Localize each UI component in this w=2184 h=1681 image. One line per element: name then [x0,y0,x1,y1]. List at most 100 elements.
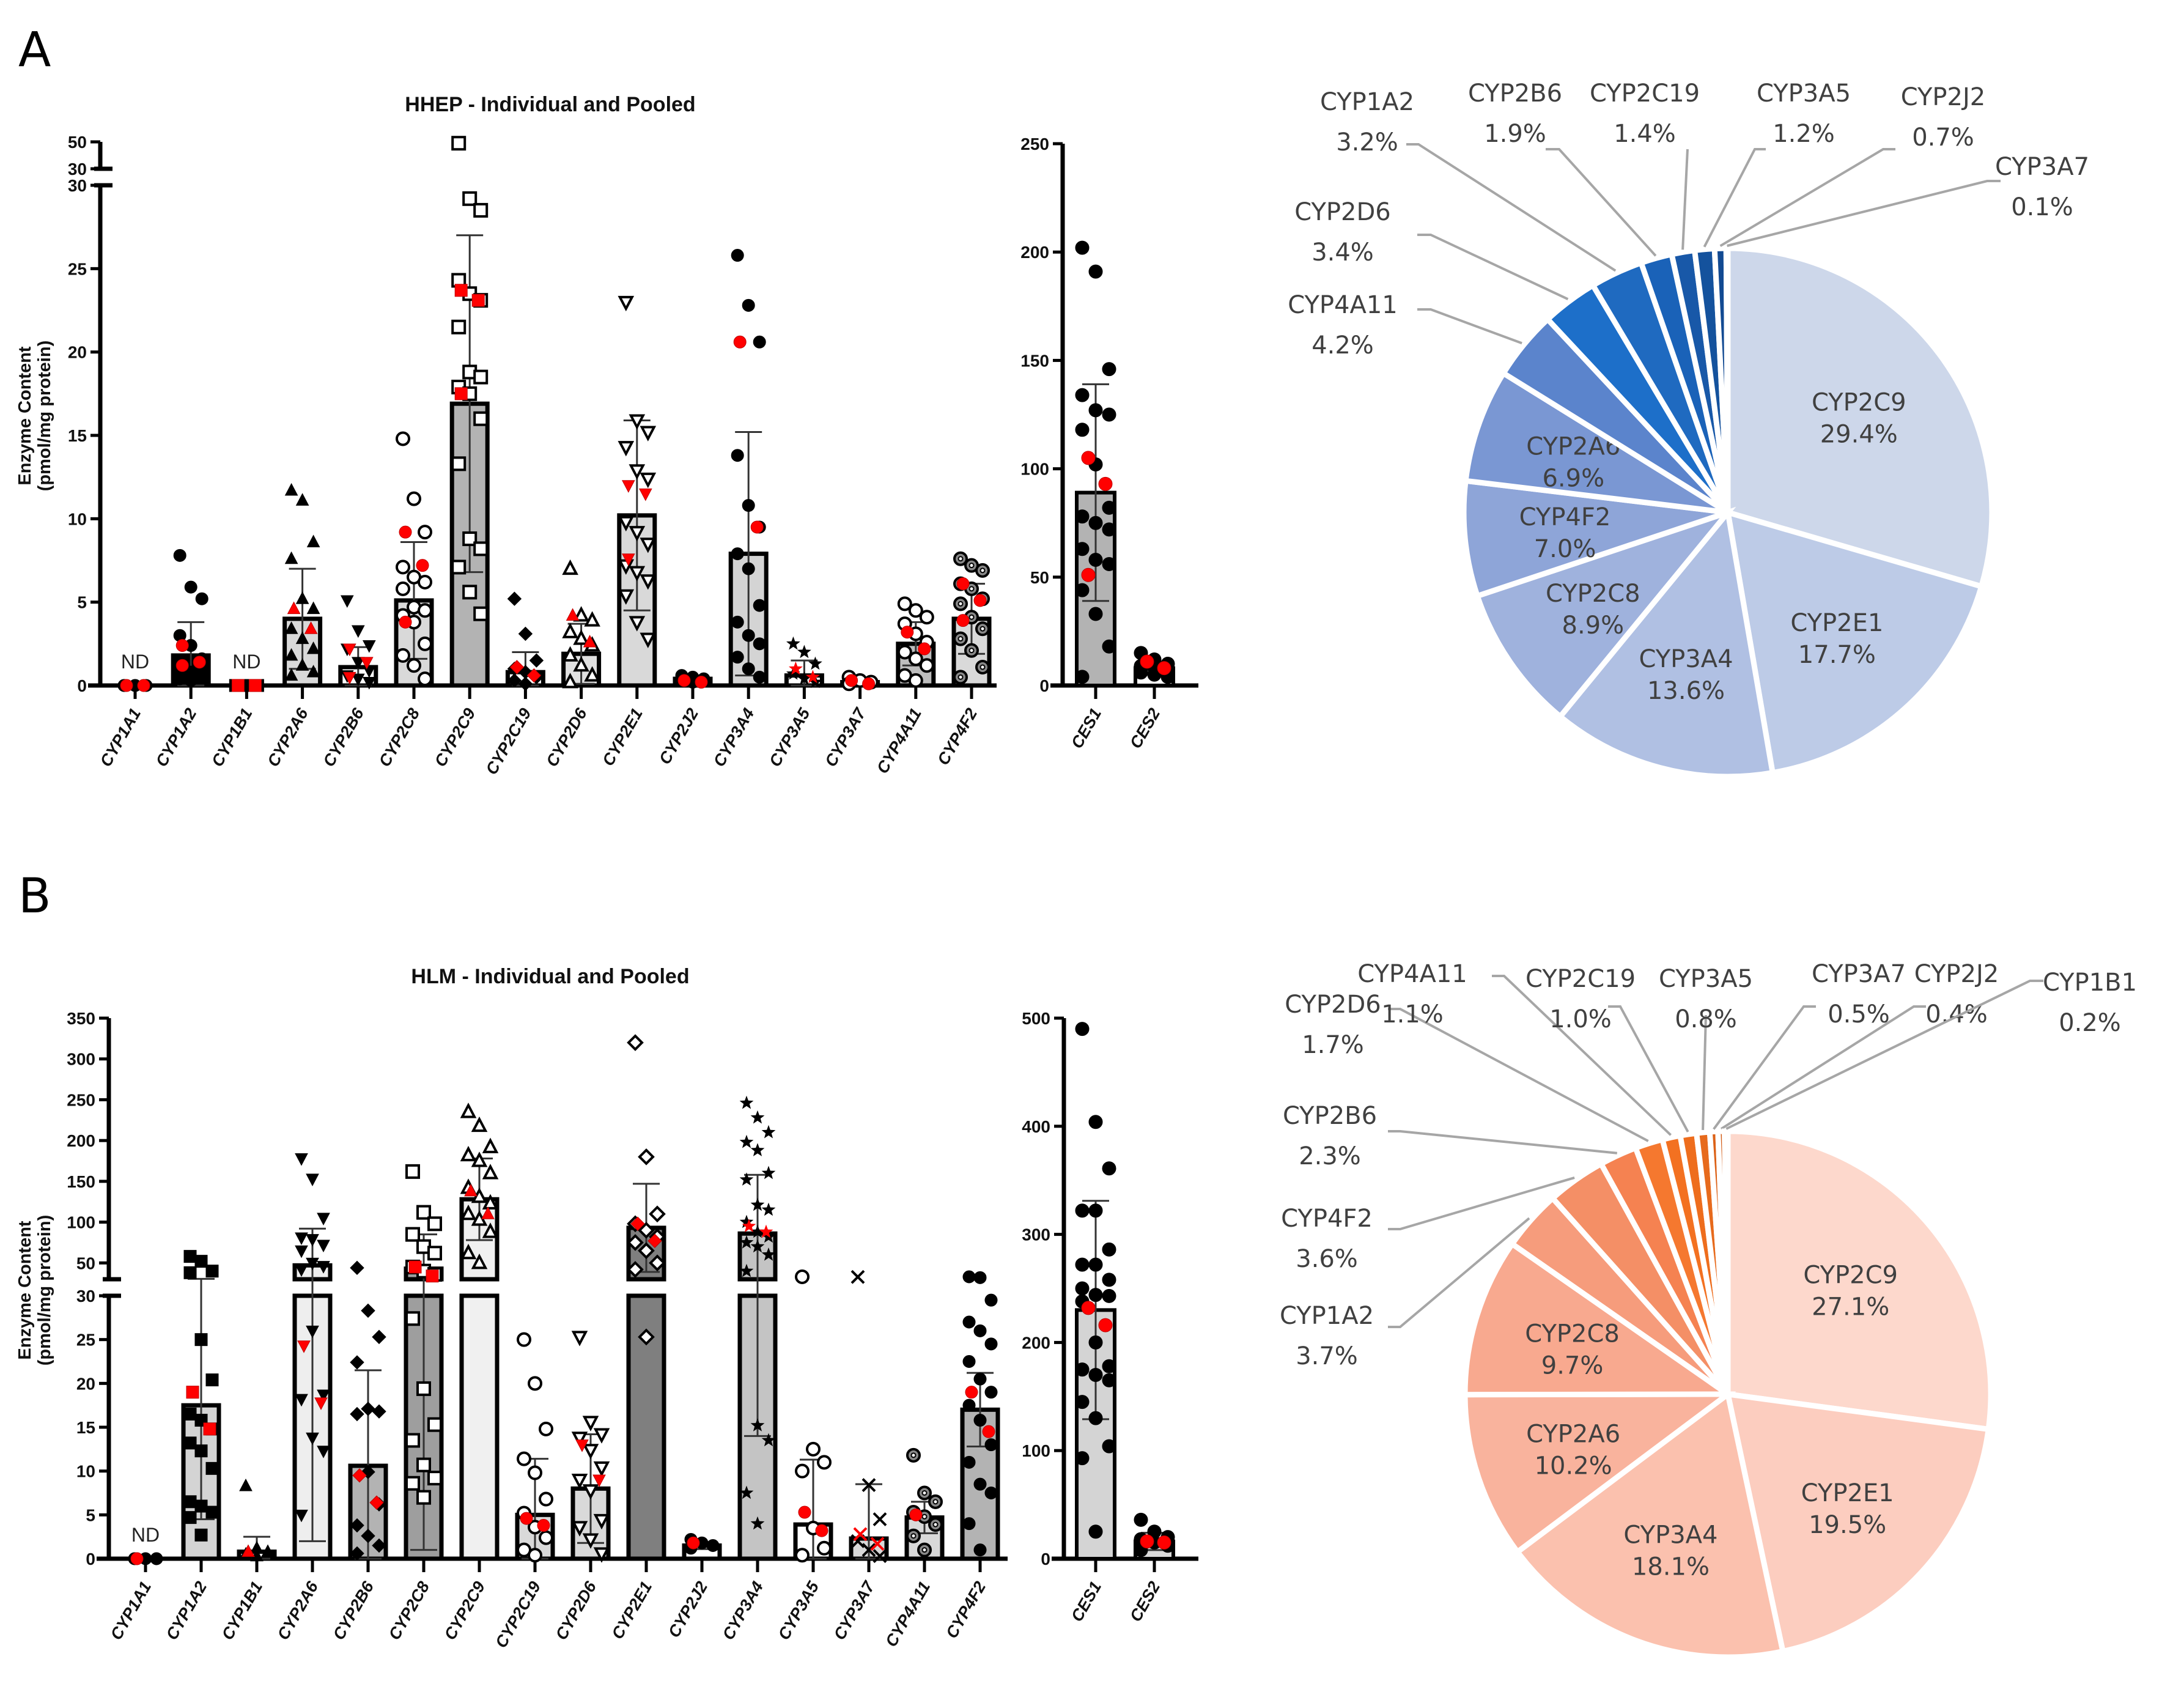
pooled-point-circle [520,1512,533,1525]
data-point-triangle-up [295,631,309,645]
data-point-circle [1088,1367,1103,1382]
data-point-square [194,1444,208,1458]
x-tick-label: CYP2C8 [385,1578,433,1643]
data-point-circle [396,560,410,575]
data-point-triangle-up [460,1204,477,1221]
y-tick-label: 100 [1020,460,1049,479]
pie-label-value: 0.8% [1675,1005,1737,1033]
pooled-point-square [454,284,468,297]
data-point-circle [1102,362,1116,377]
data-point-circle [984,1386,998,1399]
data-point-circle [517,1451,531,1466]
pie-leader-line [1681,149,1689,250]
pie-slice-CYP2A6 [1463,369,1730,515]
pie-label-value: 27.1% [1812,1293,1889,1321]
data-point-star [761,1166,776,1180]
data-point-triangle-up [562,673,578,689]
data-point-star [761,1202,776,1216]
data-point-square [183,1408,197,1421]
data-point-diamond [350,1355,364,1370]
pie-label-name: CYP2C8 [1546,580,1640,608]
data-point-circle [539,1491,553,1507]
pie-label-value: 1.9% [1484,120,1546,148]
y-tick-label: 15 [68,426,87,445]
data-point-star [750,1224,765,1238]
pie-slice-CYP3A7 [1723,245,1731,513]
pie-slice-CYP3A4 [1556,506,1776,780]
data-point-circle [897,645,912,660]
data-point-circle [184,580,197,594]
pooled-point-diamond [369,1495,384,1510]
data-point-square [473,411,489,426]
data-point-diamond [372,1538,386,1553]
data-point-triangle-down [582,1533,599,1549]
y-tick-label: 200 [67,1131,95,1150]
pooled-point-circle [862,677,876,690]
y-tick-label: 200 [1020,243,1049,262]
data-point-triangle-down [582,1444,599,1460]
pie-label-name: CYP1A2 [1280,1302,1374,1330]
x-tick-label: CYP3A4 [710,705,758,770]
data-point-triangle-up [562,559,578,575]
data-point-circle [984,1487,998,1499]
pooled-point-circle [1081,1301,1096,1315]
data-point-triangle-down [317,1261,330,1274]
data-point-triangle-up [573,606,589,622]
data-point-circle [817,1540,832,1556]
data-point-triangle-down [618,589,635,605]
data-point-circle [962,1517,976,1531]
data-point-circle [517,1332,531,1347]
pie-label-name: CYP2J2 [1901,83,1985,111]
data-point-square [473,202,489,218]
data-point-diamond [350,1406,364,1422]
pooled-point-circle [175,659,189,672]
pie-label-value: 13.6% [1647,677,1725,705]
data-point-circle-dot-center [968,563,975,569]
data-point-square [194,1333,208,1347]
data-point-circle [1075,509,1090,524]
pooled-point-circle [815,1524,828,1537]
y-tick-label: 25 [76,1331,95,1350]
data-point-square [462,531,478,547]
pie-label-name: CYP2D6 [1285,991,1381,1019]
data-point-circle [1134,1512,1148,1527]
pie-label-value: 1.2% [1773,120,1835,148]
pooled-point-triangle-up [242,1544,255,1557]
data-point-star [739,1235,754,1249]
pie-label-name: CYP2C19 [1525,965,1636,993]
pie-label-name: CYP2C8 [1525,1320,1620,1348]
data-point-circle [418,671,432,687]
data-point-circle-dot-center [968,648,975,654]
data-point-triangle-up [471,1151,488,1167]
pie-label-value: 10.2% [1535,1452,1612,1480]
pie-label-name: CYP2C9 [1803,1261,1898,1289]
data-point-triangle-down [571,1521,588,1537]
y-tick-label: 100 [67,1213,95,1232]
pie-label-name: CYP2J2 [1914,960,1999,988]
data-point-triangle-up [482,1137,499,1153]
pie-label-value: 2.3% [1299,1142,1361,1170]
data-point-star [797,645,811,659]
data-point-circle-dot-center [957,556,964,562]
pie-leader-line [1713,1005,1816,1130]
data-point-circle [753,335,766,349]
data-point-diamond [518,626,533,641]
pooled-point-triangle-down [297,1340,311,1353]
pie-label-value: 4.2% [1312,331,1374,360]
data-point-diamond [507,591,522,606]
pooled-point-star [789,661,803,675]
data-point-square [451,456,467,471]
data-point-square [194,1255,208,1268]
y-axis-label-hlm: Enzyme Content (pmol/mg protein) [15,1215,54,1365]
y-tick-label: 250 [67,1090,95,1109]
data-point-cross [872,1512,887,1526]
y-tick-label: 30 [68,176,87,195]
y-tick-label: 5 [86,1506,95,1524]
data-point-circle [418,525,432,540]
data-point-circle [962,1270,976,1284]
data-point-square [427,1246,442,1261]
data-point-circle [731,449,744,462]
x-tick-label: CYP2C19 [492,1578,544,1651]
data-point-circle [1088,1115,1103,1129]
